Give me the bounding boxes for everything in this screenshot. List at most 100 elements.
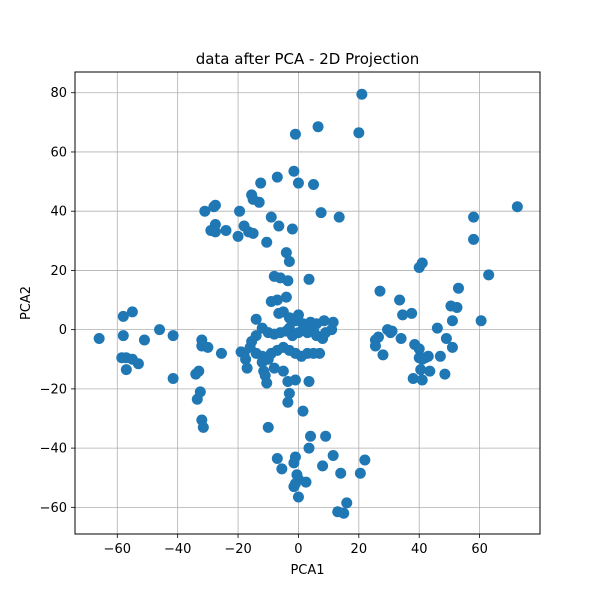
data-point: [271, 171, 283, 183]
y-axis-label: PCA2: [19, 286, 34, 320]
data-point: [483, 269, 495, 281]
data-point: [197, 421, 209, 433]
data-point: [359, 454, 371, 466]
data-point: [117, 330, 129, 342]
data-point: [194, 386, 206, 398]
y-tick-label: 0: [59, 323, 67, 338]
data-point: [117, 310, 129, 322]
x-tick-label: 20: [351, 542, 368, 557]
data-point: [255, 177, 267, 189]
data-point: [434, 350, 446, 362]
data-point: [288, 165, 300, 177]
data-point: [283, 256, 295, 268]
data-point: [394, 294, 406, 306]
data-point: [288, 457, 300, 469]
data-point: [286, 223, 298, 235]
data-point: [419, 352, 431, 364]
x-axis-label: PCA1: [290, 563, 324, 578]
data-point: [154, 324, 166, 336]
data-point: [220, 224, 232, 236]
data-point: [234, 205, 246, 217]
data-point: [202, 341, 214, 353]
data-point: [397, 309, 409, 321]
data-point: [262, 421, 274, 433]
data-point: [318, 315, 330, 327]
data-point: [416, 374, 428, 386]
data-point: [413, 343, 425, 355]
data-point: [277, 365, 289, 377]
data-point: [372, 331, 384, 343]
data-point: [468, 211, 480, 223]
data-point: [354, 467, 366, 479]
data-point: [407, 373, 419, 385]
data-point: [167, 373, 179, 385]
data-point: [289, 374, 301, 386]
data-point: [326, 324, 338, 336]
x-axis-ticks: −60 −40 −20 0 20 40 60: [104, 534, 488, 557]
data-point: [280, 291, 292, 303]
data-point: [303, 442, 315, 454]
data-point: [193, 365, 205, 377]
x-tick-label: 60: [471, 542, 488, 557]
data-point: [320, 430, 332, 442]
x-tick-label: −20: [224, 542, 251, 557]
data-point: [273, 220, 285, 232]
data-point: [415, 364, 427, 376]
data-point: [288, 481, 300, 493]
data-point: [446, 315, 458, 327]
data-point: [308, 179, 320, 191]
data-point: [93, 333, 105, 345]
data-point: [424, 365, 436, 377]
x-tick-label: −40: [164, 542, 191, 557]
data-point: [315, 207, 327, 219]
data-point: [215, 347, 227, 359]
data-point: [406, 307, 418, 319]
data-point: [250, 313, 262, 325]
data-point: [271, 452, 283, 464]
x-tick-label: 40: [411, 542, 428, 557]
data-point: [138, 334, 150, 346]
data-point: [132, 358, 144, 370]
data-point: [292, 491, 304, 503]
y-tick-label: −40: [40, 442, 67, 457]
data-point: [280, 247, 292, 259]
data-point: [241, 362, 253, 374]
data-point: [261, 377, 273, 389]
data-point: [268, 362, 280, 374]
data-point: [386, 325, 398, 337]
data-point: [120, 364, 132, 376]
data-point: [395, 333, 407, 345]
data-point: [208, 201, 220, 213]
y-tick-label: 40: [50, 205, 67, 220]
data-point: [377, 349, 389, 361]
data-point: [333, 211, 345, 223]
grid-lines: [75, 72, 540, 534]
data-point: [353, 127, 365, 139]
data-point: [292, 177, 304, 189]
data-points: [93, 88, 523, 519]
data-point: [431, 322, 443, 334]
data-point: [356, 88, 368, 100]
data-point: [209, 226, 221, 238]
data-point: [303, 273, 315, 285]
data-point: [303, 375, 315, 387]
data-point: [439, 368, 451, 380]
data-point: [126, 306, 138, 318]
data-point: [374, 285, 386, 297]
data-point: [314, 347, 326, 359]
data-point: [317, 460, 329, 472]
data-point: [338, 507, 350, 519]
data-point: [305, 430, 317, 442]
plot-frame: [74, 71, 541, 535]
y-tick-label: 80: [50, 86, 67, 101]
data-point: [300, 476, 312, 488]
data-point: [289, 128, 301, 140]
data-point: [265, 211, 277, 223]
data-point: [292, 309, 304, 321]
data-point: [452, 282, 464, 294]
data-point: [335, 467, 347, 479]
y-tick-label: −60: [40, 501, 67, 516]
data-point: [276, 463, 288, 475]
